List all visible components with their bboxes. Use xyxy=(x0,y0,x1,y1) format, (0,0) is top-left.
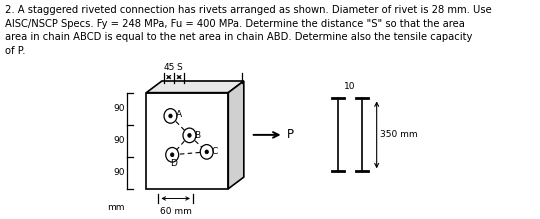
Text: 10: 10 xyxy=(344,82,356,91)
Circle shape xyxy=(183,128,196,143)
Circle shape xyxy=(171,153,174,157)
Circle shape xyxy=(164,109,177,123)
Polygon shape xyxy=(146,81,244,93)
Text: S: S xyxy=(176,63,182,72)
Circle shape xyxy=(205,150,208,154)
Text: P: P xyxy=(287,128,294,141)
Polygon shape xyxy=(228,81,244,189)
Circle shape xyxy=(169,114,172,118)
Text: C: C xyxy=(212,147,218,156)
Circle shape xyxy=(200,145,213,159)
Text: B: B xyxy=(194,131,200,140)
Text: 60 mm: 60 mm xyxy=(160,207,192,216)
Text: 90: 90 xyxy=(113,104,125,113)
Circle shape xyxy=(166,148,179,162)
Polygon shape xyxy=(146,93,228,189)
Text: 2. A staggered riveted connection has rivets arranged as shown. Diameter of rive: 2. A staggered riveted connection has ri… xyxy=(5,5,491,56)
Text: A: A xyxy=(176,110,182,120)
Text: 45: 45 xyxy=(163,63,174,72)
Text: 90: 90 xyxy=(113,168,125,177)
Circle shape xyxy=(188,133,191,137)
Text: 90: 90 xyxy=(113,136,125,145)
Text: 350 mm: 350 mm xyxy=(380,130,418,139)
Text: mm: mm xyxy=(107,203,125,212)
Text: D: D xyxy=(171,159,177,168)
